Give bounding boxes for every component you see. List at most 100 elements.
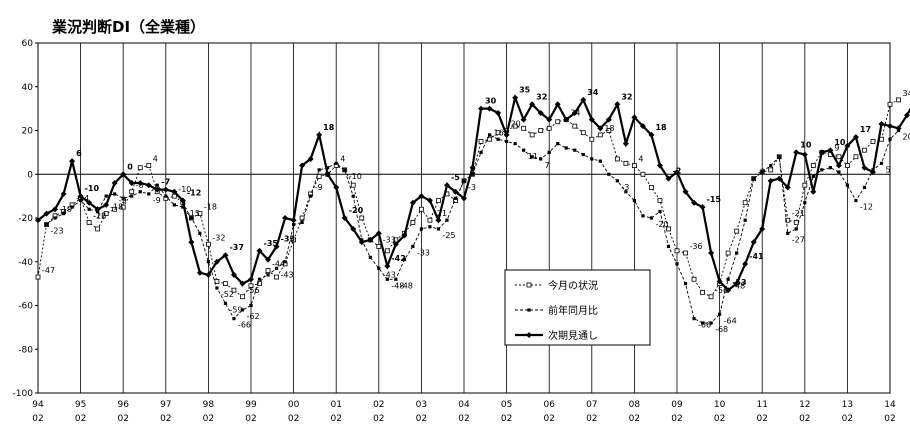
point-marker bbox=[691, 199, 698, 206]
point-marker bbox=[478, 139, 484, 144]
data-label: -68 bbox=[715, 325, 728, 334]
point-marker bbox=[725, 250, 731, 256]
x-tick-year: 08 bbox=[629, 400, 641, 410]
data-label: -21 bbox=[434, 209, 447, 218]
point-marker bbox=[154, 186, 161, 193]
x-tick-year: 05 bbox=[501, 400, 512, 410]
data-label: -41 bbox=[749, 252, 764, 261]
point-marker bbox=[470, 172, 475, 176]
point-marker bbox=[120, 171, 127, 178]
data-label: -18 bbox=[110, 203, 123, 212]
point-marker bbox=[112, 206, 118, 212]
x-tick-year: 06 bbox=[543, 400, 555, 410]
point-marker bbox=[786, 231, 790, 235]
point-marker bbox=[870, 139, 876, 144]
data-label: 7 bbox=[545, 161, 550, 170]
point-marker bbox=[52, 206, 59, 213]
point-marker bbox=[623, 160, 629, 166]
point-marker bbox=[121, 196, 125, 200]
point-marker bbox=[333, 184, 340, 191]
point-marker bbox=[606, 128, 612, 133]
point-marker bbox=[666, 226, 671, 232]
point-marker bbox=[718, 312, 722, 316]
point-marker bbox=[376, 244, 382, 249]
data-label: 4 bbox=[638, 155, 643, 164]
point-marker bbox=[409, 199, 416, 206]
point-marker bbox=[614, 101, 621, 108]
data-label: -33 bbox=[417, 248, 430, 257]
data-label: -9 bbox=[153, 196, 161, 205]
data-label: -59 bbox=[229, 305, 242, 314]
point-marker bbox=[104, 194, 108, 198]
x-tick-month: 02 bbox=[373, 414, 384, 424]
point-marker bbox=[205, 271, 212, 278]
point-marker bbox=[674, 169, 680, 176]
point-marker bbox=[632, 198, 636, 203]
data-label: 6 bbox=[76, 149, 82, 158]
point-marker bbox=[708, 250, 715, 256]
data-label: -15 bbox=[707, 195, 722, 204]
point-marker bbox=[803, 201, 807, 205]
point-marker bbox=[709, 321, 713, 325]
point-marker bbox=[597, 132, 603, 138]
x-tick-month: 02 bbox=[501, 414, 512, 424]
point-marker bbox=[69, 158, 76, 165]
data-label: -10 bbox=[349, 172, 362, 181]
data-label: 30 bbox=[485, 97, 497, 106]
data-label: -2 bbox=[672, 167, 681, 176]
point-marker bbox=[861, 164, 868, 171]
point-marker bbox=[879, 161, 884, 165]
point-marker bbox=[469, 164, 476, 171]
point-marker bbox=[479, 150, 483, 154]
x-tick-year: 14 bbox=[884, 400, 896, 410]
point-marker bbox=[94, 206, 101, 213]
point-marker bbox=[537, 110, 544, 116]
x-tick-year: 07 bbox=[586, 400, 597, 410]
x-tick-year: 99 bbox=[245, 400, 257, 410]
point-marker bbox=[895, 125, 902, 132]
x-tick-month: 02 bbox=[884, 414, 895, 424]
point-marker bbox=[802, 182, 808, 188]
point-marker bbox=[240, 308, 245, 312]
point-marker bbox=[641, 214, 645, 218]
point-marker bbox=[503, 131, 510, 138]
y-tick-label: -40 bbox=[18, 258, 33, 268]
data-label: -37 bbox=[229, 243, 243, 252]
point-marker bbox=[700, 289, 705, 295]
point-marker bbox=[526, 332, 532, 338]
x-tick-year: 94 bbox=[32, 400, 44, 410]
point-marker bbox=[77, 193, 84, 200]
point-marker bbox=[350, 182, 356, 188]
point-marker bbox=[179, 197, 186, 204]
point-marker bbox=[60, 190, 67, 197]
data-label: -22 bbox=[93, 211, 106, 220]
y-tick-label: -100 bbox=[13, 389, 34, 399]
data-label: -18 bbox=[204, 203, 217, 212]
data-label: -33 bbox=[383, 235, 396, 244]
point-marker bbox=[249, 303, 253, 308]
point-marker bbox=[445, 218, 449, 222]
data-label: -48 bbox=[732, 281, 745, 290]
point-marker bbox=[111, 180, 118, 186]
data-label: -5 bbox=[451, 173, 460, 182]
point-marker bbox=[274, 266, 279, 270]
point-marker bbox=[564, 146, 568, 150]
point-marker bbox=[496, 137, 500, 141]
point-marker bbox=[86, 199, 93, 206]
point-marker bbox=[128, 180, 135, 186]
point-marker bbox=[700, 321, 705, 325]
y-tick-label: 20 bbox=[22, 127, 34, 137]
point-marker bbox=[359, 215, 365, 221]
point-marker bbox=[478, 105, 485, 112]
point-marker bbox=[394, 277, 398, 281]
x-tick-month: 02 bbox=[842, 414, 853, 424]
data-label: 11 bbox=[528, 152, 538, 161]
point-marker bbox=[341, 215, 348, 221]
point-marker bbox=[299, 162, 306, 169]
point-marker bbox=[487, 133, 492, 137]
point-marker bbox=[147, 192, 151, 196]
x-tick-month: 02 bbox=[160, 414, 171, 424]
point-marker bbox=[794, 227, 798, 231]
x-tick-month: 02 bbox=[458, 414, 469, 424]
